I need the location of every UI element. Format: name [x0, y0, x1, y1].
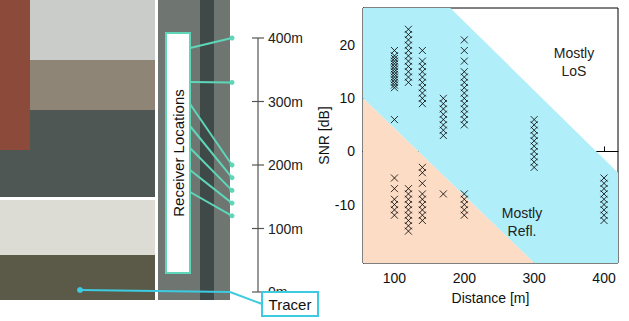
svg-text:400: 400	[592, 270, 616, 286]
svg-text:200: 200	[453, 270, 477, 286]
svg-text:10: 10	[339, 90, 355, 106]
svg-text:100m: 100m	[268, 221, 303, 237]
svg-text:SNR [dB]: SNR [dB]	[316, 106, 332, 164]
svg-text:-10: -10	[335, 197, 355, 213]
svg-text:0: 0	[347, 143, 355, 159]
svg-text:Mostly: Mostly	[502, 205, 542, 221]
svg-text:Distance [m]: Distance [m]	[452, 290, 530, 306]
svg-text:20: 20	[339, 37, 355, 53]
svg-text:Receiver Locations: Receiver Locations	[170, 89, 187, 217]
svg-text:Mostly: Mostly	[554, 45, 594, 61]
svg-text:300: 300	[522, 270, 546, 286]
svg-text:100: 100	[383, 270, 407, 286]
svg-text:400m: 400m	[268, 30, 303, 46]
svg-text:LoS: LoS	[562, 63, 587, 79]
svg-text:Tracer: Tracer	[269, 296, 312, 313]
svg-text:300m: 300m	[268, 94, 303, 110]
svg-text:200m: 200m	[268, 157, 303, 173]
svg-text:Refl.: Refl.	[508, 223, 537, 239]
